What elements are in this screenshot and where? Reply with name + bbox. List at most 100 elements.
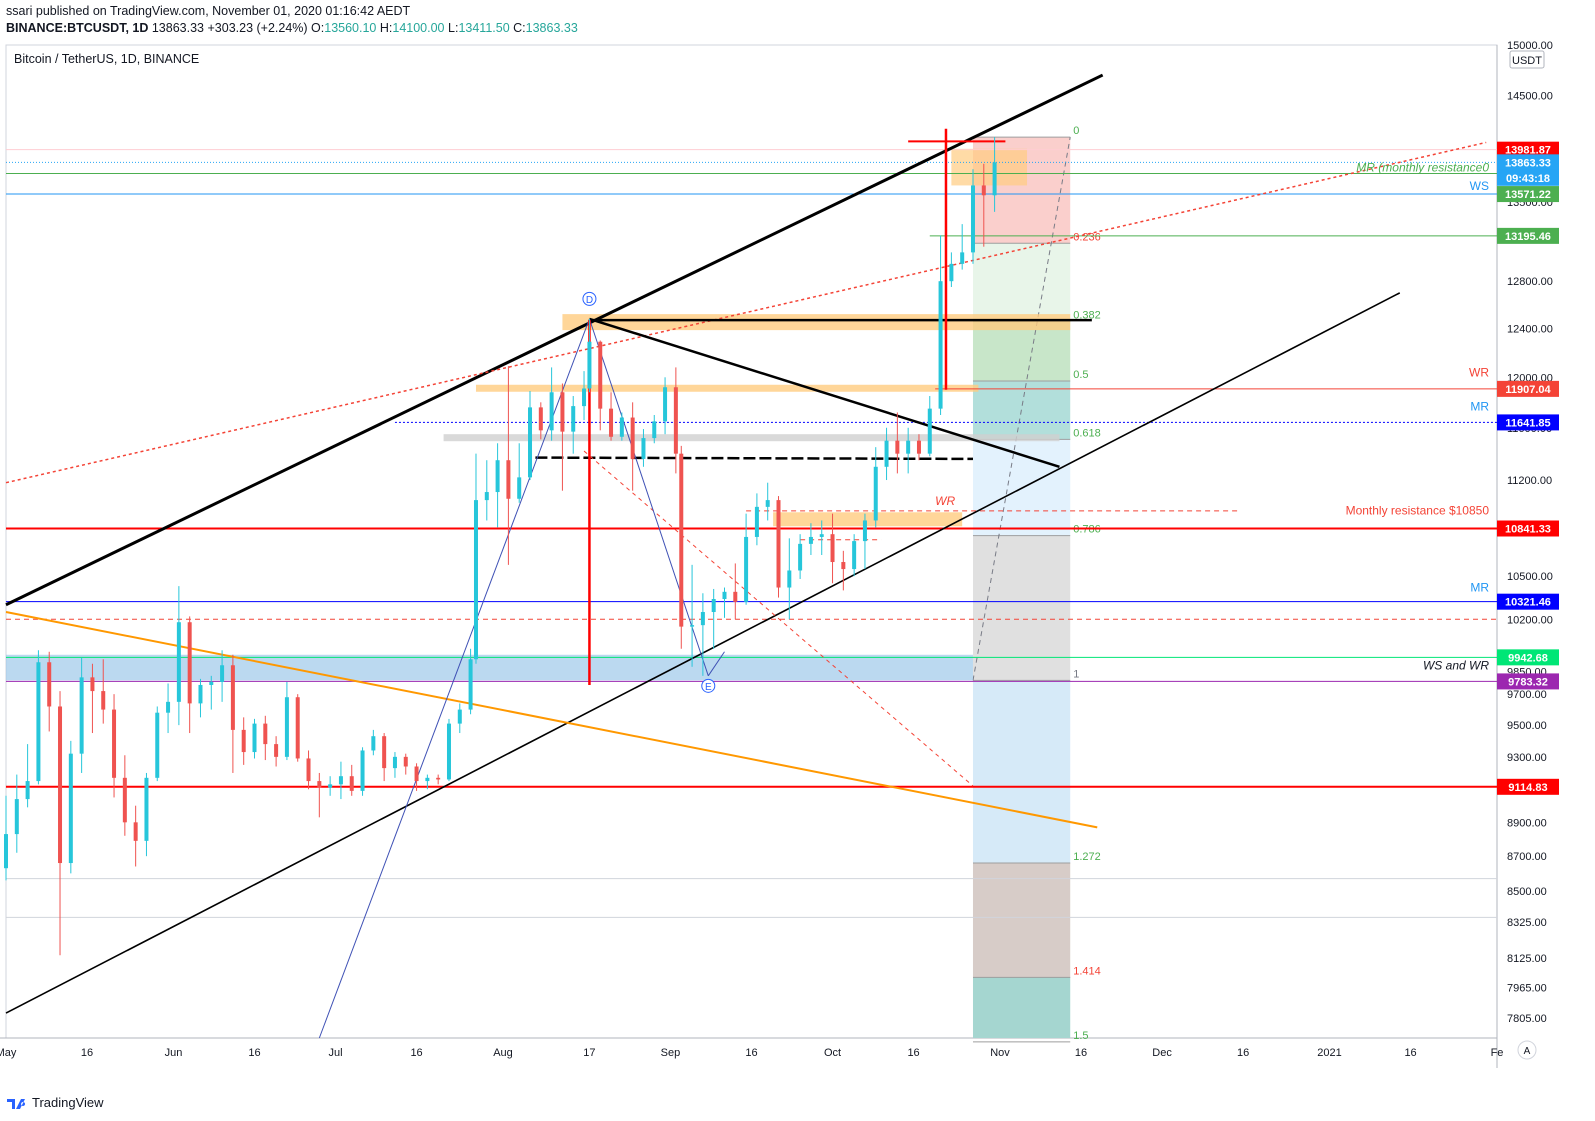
candle-body[interactable] (852, 541, 857, 570)
candle-body[interactable] (895, 440, 900, 454)
candle-body[interactable] (690, 625, 695, 627)
candle-body[interactable] (371, 736, 376, 751)
candle-body[interactable] (263, 723, 268, 745)
candle-body[interactable] (981, 185, 986, 196)
candle-body[interactable] (630, 417, 635, 459)
candle-body[interactable] (663, 387, 668, 422)
candle-body[interactable] (90, 677, 95, 692)
fib-level-label: 0.236 (1073, 231, 1101, 243)
candle-body[interactable] (4, 834, 8, 869)
candle-body[interactable] (382, 736, 387, 769)
candle-body[interactable] (733, 591, 738, 602)
candle-body[interactable] (884, 440, 889, 467)
candle-body[interactable] (873, 466, 878, 521)
candle-body[interactable] (652, 421, 657, 439)
candle-body[interactable] (598, 341, 603, 409)
candle-body[interactable] (295, 697, 300, 759)
candle-body[interactable] (765, 500, 770, 507)
candle-body[interactable] (711, 599, 716, 613)
candle-body[interactable] (436, 777, 441, 780)
candle-body[interactable] (808, 536, 813, 544)
candle-body[interactable] (787, 570, 792, 588)
candle-body[interactable] (306, 758, 311, 782)
candle-body[interactable] (862, 520, 867, 542)
candle-body[interactable] (338, 776, 343, 785)
candle-body[interactable] (133, 822, 138, 841)
candle-body[interactable] (587, 341, 592, 389)
candle-body[interactable] (241, 729, 246, 753)
candle-body[interactable] (58, 706, 63, 864)
candle-body[interactable] (274, 744, 279, 757)
candle-body[interactable] (198, 684, 203, 704)
candle-body[interactable] (960, 252, 965, 264)
candle-body[interactable] (916, 440, 921, 454)
candle-body[interactable] (187, 622, 192, 704)
candle-body[interactable] (317, 781, 322, 788)
candle-body[interactable] (744, 536, 749, 602)
candle-body[interactable] (673, 387, 678, 454)
candle-body[interactable] (166, 701, 171, 713)
candle-body[interactable] (122, 777, 127, 823)
candle-body[interactable] (549, 392, 554, 431)
candle-body[interactable] (209, 681, 214, 685)
candle-body[interactable] (495, 460, 500, 493)
candle-body[interactable] (754, 506, 759, 537)
candle-body[interactable] (776, 500, 781, 588)
candle-body[interactable] (328, 784, 333, 788)
candle-body[interactable] (619, 417, 624, 437)
candle-body[interactable] (284, 697, 289, 757)
candle-body[interactable] (403, 756, 408, 767)
candle-body[interactable] (176, 622, 181, 702)
candle-body[interactable] (230, 665, 235, 730)
candle-body[interactable] (252, 723, 257, 753)
candle-body[interactable] (938, 281, 943, 409)
candle-body[interactable] (220, 665, 225, 682)
candle-body[interactable] (528, 407, 533, 478)
candle-body[interactable] (679, 453, 684, 627)
candle-body[interactable] (468, 659, 473, 710)
footer-brand[interactable]: TradingView (6, 1095, 104, 1110)
currency-box[interactable] (1509, 50, 1545, 69)
candle-body[interactable] (927, 408, 932, 454)
candle-body[interactable] (798, 543, 803, 571)
candle-body[interactable] (484, 492, 489, 501)
candle-body[interactable] (506, 460, 511, 499)
candle-body[interactable] (25, 781, 30, 800)
candle-body[interactable] (36, 662, 41, 782)
auto-scale-button[interactable] (1517, 1040, 1537, 1060)
candle-body[interactable] (425, 777, 430, 782)
candle-body[interactable] (538, 407, 543, 431)
candle-body[interactable] (841, 562, 846, 570)
candle-body[interactable] (641, 438, 646, 459)
candle-body[interactable] (819, 534, 824, 537)
candle-body[interactable] (68, 753, 73, 864)
candle-body[interactable] (517, 477, 522, 499)
candle-body[interactable] (700, 612, 705, 626)
candle-body[interactable] (571, 406, 576, 432)
candle-body[interactable] (457, 709, 462, 724)
candle-body[interactable] (970, 185, 975, 253)
candle-body[interactable] (830, 534, 835, 563)
candle-body[interactable] (722, 591, 727, 600)
candle-body[interactable] (473, 500, 478, 660)
candle-body[interactable] (360, 750, 365, 791)
candle-body[interactable] (992, 162, 997, 196)
x-tick-label: 2021 (1317, 1047, 1341, 1059)
candle-body[interactable] (609, 408, 614, 437)
candle-body[interactable] (144, 777, 149, 841)
candle-body[interactable] (446, 723, 451, 780)
candle-body[interactable] (112, 709, 117, 778)
candle-body[interactable] (349, 776, 354, 791)
candle-body[interactable] (906, 440, 911, 454)
candle-body[interactable] (560, 392, 565, 432)
candle-body[interactable] (14, 799, 19, 835)
candle-body[interactable] (582, 388, 587, 407)
candle-body[interactable] (392, 756, 397, 769)
candle-body[interactable] (414, 766, 419, 782)
candle-body[interactable] (47, 662, 52, 707)
candle-body[interactable] (949, 263, 954, 282)
candle-body[interactable] (101, 691, 106, 710)
candle-body[interactable] (155, 712, 160, 778)
candle-body[interactable] (79, 677, 84, 754)
